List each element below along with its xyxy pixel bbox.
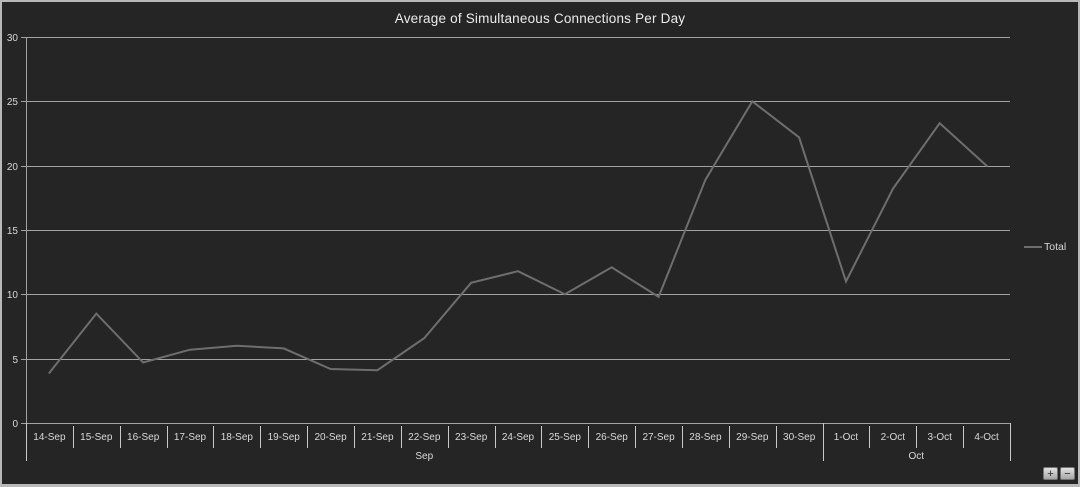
y-axis-label: 30 xyxy=(7,33,19,44)
y-axis-label: 25 xyxy=(7,97,19,108)
legend-line-sample xyxy=(1024,246,1042,248)
y-axis-label: 10 xyxy=(7,290,19,301)
x-axis-date-label: 29-Sep xyxy=(736,432,769,443)
x-axis-date-label: 3-Oct xyxy=(927,432,952,443)
x-axis-date-label: 18-Sep xyxy=(221,432,254,443)
y-axis-label: 0 xyxy=(12,419,18,430)
y-axis-label: 20 xyxy=(7,162,19,173)
x-axis-date-label: 26-Sep xyxy=(596,432,629,443)
x-axis-month-label: Sep xyxy=(415,451,433,462)
x-axis-date-label: 23-Sep xyxy=(455,432,488,443)
y-axis-label: 5 xyxy=(12,355,18,366)
x-axis-date-label: 1-Oct xyxy=(834,432,859,443)
pivot-field-buttons: + − xyxy=(1043,467,1075,480)
x-axis-date-label: 28-Sep xyxy=(689,432,722,443)
x-axis-date-label: 17-Sep xyxy=(174,432,207,443)
x-axis-date-label: 2-Oct xyxy=(881,432,906,443)
series-line-total xyxy=(48,99,988,374)
x-axis-date-label: 30-Sep xyxy=(783,432,816,443)
x-axis-date-label: 4-Oct xyxy=(974,432,999,443)
x-axis-date-label: 16-Sep xyxy=(127,432,160,443)
x-axis-date-label: 27-Sep xyxy=(642,432,675,443)
x-axis-date-label: 19-Sep xyxy=(268,432,301,443)
x-axis-date-label: 24-Sep xyxy=(502,432,535,443)
x-axis-date-label: 25-Sep xyxy=(549,432,582,443)
x-axis-date-label: 14-Sep xyxy=(33,432,66,443)
x-axis-date-label: 15-Sep xyxy=(80,432,113,443)
x-axis-date-label: 21-Sep xyxy=(361,432,394,443)
expand-field-button[interactable]: + xyxy=(1043,467,1058,480)
collapse-field-button[interactable]: − xyxy=(1060,467,1075,480)
legend-item-total[interactable]: Total xyxy=(1024,241,1066,253)
legend-label: Total xyxy=(1044,241,1067,253)
y-axis-label: 15 xyxy=(7,226,19,237)
x-axis-date-label: 20-Sep xyxy=(314,432,347,443)
chart-title: Average of Simultaneous Connections Per … xyxy=(394,11,686,26)
x-axis-date-label: 22-Sep xyxy=(408,432,441,443)
x-axis-month-label: Oct xyxy=(909,451,925,462)
